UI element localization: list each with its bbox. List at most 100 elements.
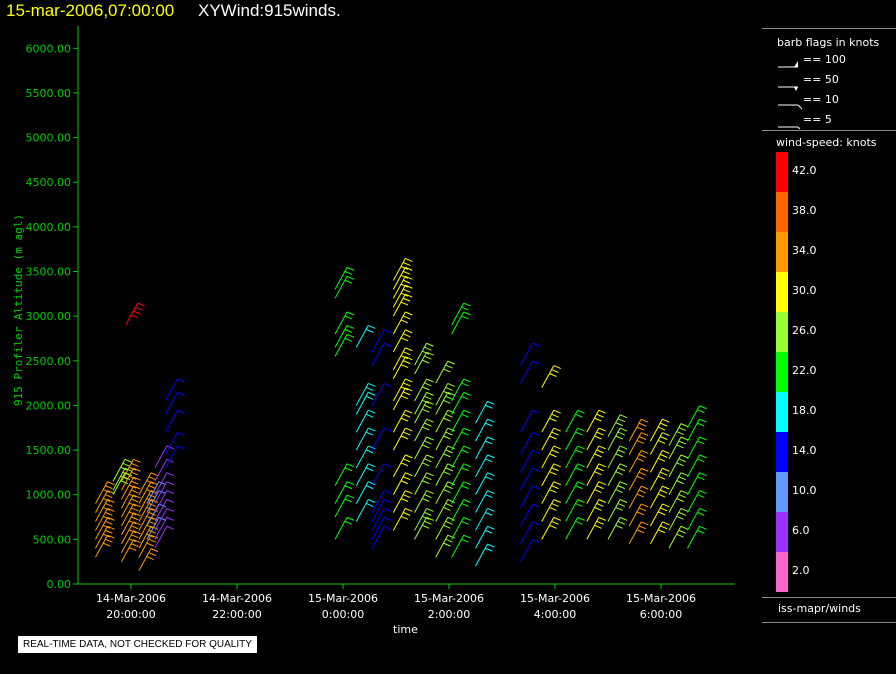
wind-barb	[607, 445, 628, 469]
wind-barb	[451, 534, 471, 558]
wind-barb	[451, 499, 471, 522]
wind-barb	[668, 436, 689, 460]
wind-barb	[355, 463, 376, 487]
wind-barb	[451, 302, 471, 326]
wind-barb	[355, 382, 376, 406]
wind-barb	[475, 525, 495, 549]
wind-barb	[541, 365, 561, 388]
wind-barb	[586, 463, 606, 487]
barb-legend-label: == 100	[803, 53, 846, 66]
wind-barb	[586, 481, 606, 504]
legend-divider	[762, 130, 896, 131]
wind-barb	[475, 454, 495, 478]
wind-barb	[435, 391, 455, 415]
barb-legend-title: barb flags in knots	[777, 36, 880, 49]
barb-legend-row: == 100	[770, 53, 896, 73]
wind-barb	[649, 503, 670, 527]
wind-barb	[125, 302, 145, 326]
wind-barb	[392, 284, 413, 308]
wind-barb	[607, 463, 628, 487]
plot-title: XYWind:915winds.	[198, 1, 341, 20]
y-tick-label: 4500.00	[26, 176, 72, 189]
wind-barb	[628, 521, 649, 545]
wind-barb	[565, 463, 585, 487]
colorbar-label: 30.0	[792, 284, 817, 297]
x-axis-label: time	[393, 623, 418, 636]
wind-barb	[95, 499, 115, 522]
wind-barb	[668, 525, 689, 549]
wind-barb	[392, 490, 413, 513]
wind-barb	[451, 378, 471, 402]
colorbar-label: 42.0	[792, 164, 817, 177]
wind-barb	[146, 516, 167, 540]
wind-barb	[334, 311, 355, 335]
wind-barb	[165, 432, 185, 455]
wind-barb	[355, 409, 376, 433]
wind-barb	[138, 472, 159, 495]
wind-barb	[95, 525, 115, 549]
colorbar-swatch	[776, 432, 788, 472]
wind-barb-plot: 0.00 500.00 1000.00 1500.00 2000.00 2500.00 30…	[12, 26, 735, 621]
y-tick-label: 3000.00	[26, 310, 72, 323]
wind-barb	[371, 329, 392, 353]
wind-barb	[138, 516, 159, 540]
wind-barb	[95, 481, 115, 504]
wind-barb	[565, 445, 585, 469]
wind-barb	[334, 275, 355, 299]
wind-barb	[392, 472, 413, 495]
date-title: 15-mar-2006,07:00:00	[6, 1, 175, 20]
wind-barb	[392, 507, 413, 531]
wind-barb	[520, 432, 540, 455]
wind-barb	[435, 409, 455, 433]
wind-barb	[475, 507, 495, 531]
y-tick-label: 1500.00	[26, 444, 72, 457]
wind-barb	[475, 436, 495, 460]
wind-barb	[138, 490, 159, 513]
y-tick-label: 0.00	[47, 578, 72, 591]
wind-barb	[121, 521, 141, 545]
wind-barb	[628, 449, 649, 473]
wind-barb	[154, 458, 175, 482]
x-tick-time: 6:00:00	[640, 608, 682, 621]
quality-disclaimer: REAL-TIME DATA, NOT CHECKED FOR QUALITY	[18, 636, 257, 653]
wind-barb	[371, 516, 392, 540]
wind-barb	[435, 481, 455, 504]
wind-barb	[355, 445, 376, 469]
wind-barb	[392, 427, 413, 451]
wind-barb	[451, 409, 471, 433]
wind-barb	[334, 266, 355, 290]
x-tick-date: 14-Mar-2006	[96, 592, 166, 605]
wind-barb	[95, 516, 115, 540]
wind-barb	[520, 521, 540, 545]
data-source-label: iss-mapr/winds	[778, 602, 861, 615]
wind-barb	[451, 463, 471, 487]
wind-barb	[475, 543, 495, 567]
wind-barb	[414, 516, 434, 540]
wind-barb	[687, 525, 707, 549]
wind-barb	[520, 342, 540, 366]
wind-barb	[687, 507, 707, 531]
x-tick-time: 4:00:00	[534, 608, 576, 621]
y-tick-label: 2500.00	[26, 355, 72, 368]
wind-barb	[628, 503, 649, 527]
y-tick-label: 1000.00	[26, 489, 72, 502]
wind-barb	[165, 391, 185, 415]
colorbar-label: 38.0	[792, 204, 817, 217]
wind-barb	[392, 378, 413, 402]
colorbar-label: 14.0	[792, 444, 817, 457]
wind-barb	[607, 414, 628, 437]
wind-barb	[138, 481, 159, 504]
wind-barb	[165, 445, 185, 469]
wind-barb	[668, 423, 689, 446]
legend-divider	[762, 622, 896, 623]
wind-barb	[334, 333, 355, 357]
wind-barb	[435, 382, 455, 406]
barb-legend-row: == 5	[770, 113, 896, 133]
wind-barb	[392, 311, 413, 335]
wind-barb	[392, 329, 413, 353]
y-axis-label: 915 Profiler Altitude (m agl)	[12, 214, 25, 406]
wind-barb	[687, 436, 707, 460]
wind-barb	[154, 481, 175, 504]
wind-barb	[687, 418, 707, 442]
colorbar-label: 18.0	[792, 404, 817, 417]
